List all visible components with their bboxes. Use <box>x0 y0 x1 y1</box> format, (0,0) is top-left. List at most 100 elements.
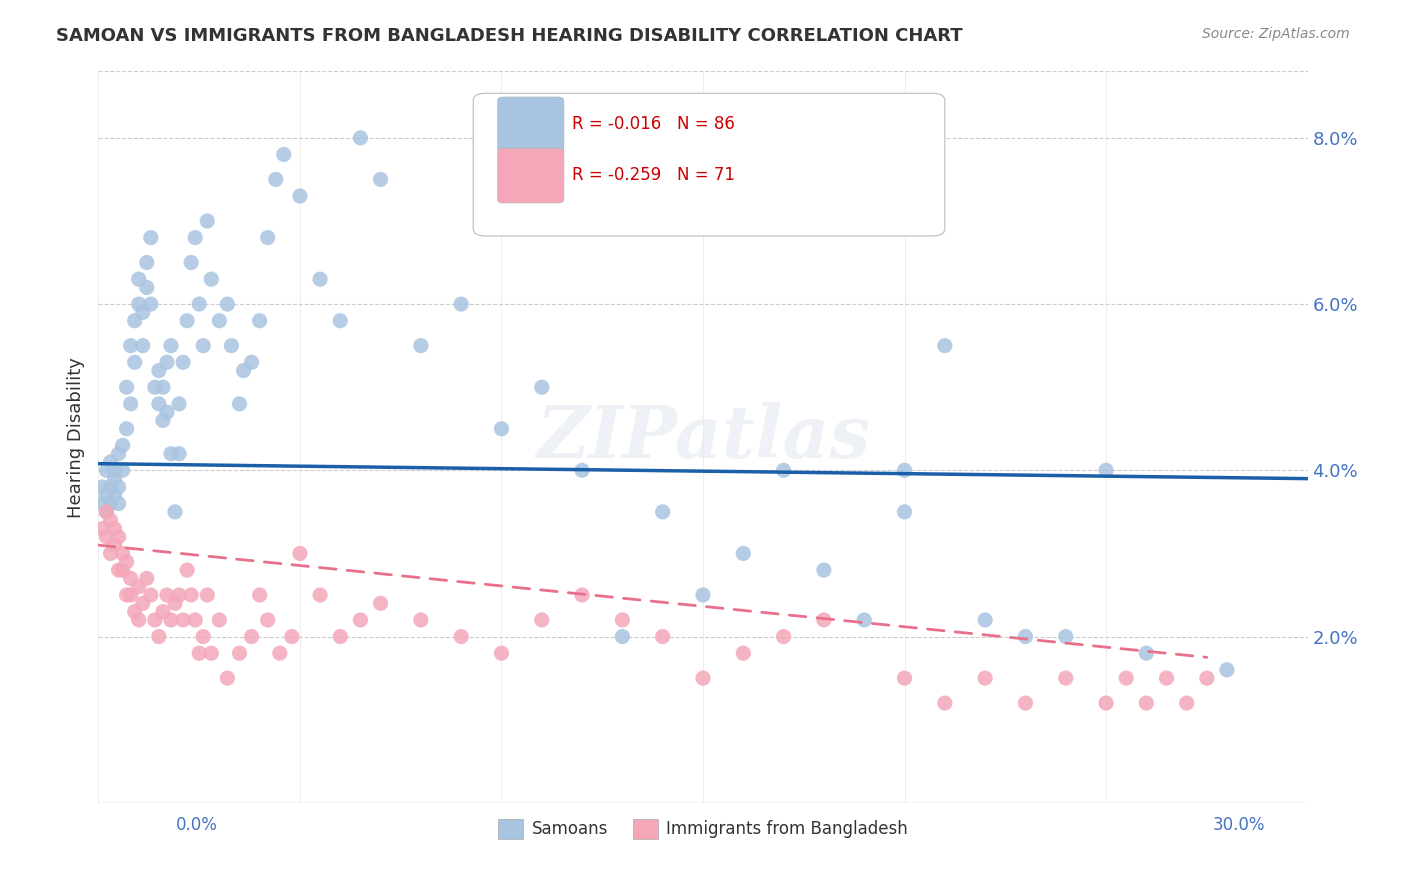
Point <box>349 131 371 145</box>
Point <box>111 546 134 560</box>
Point <box>249 314 271 328</box>
Point <box>1156 671 1178 685</box>
Point <box>193 338 215 352</box>
Point <box>273 147 295 161</box>
Point <box>1135 696 1157 710</box>
Point <box>115 588 138 602</box>
Point <box>128 272 150 286</box>
Point <box>370 172 392 186</box>
Point <box>240 630 263 644</box>
Point <box>264 172 287 186</box>
Point <box>103 488 125 502</box>
Point <box>934 696 956 710</box>
Point <box>184 230 207 244</box>
Point <box>228 646 250 660</box>
Point <box>193 630 215 644</box>
Point <box>974 613 997 627</box>
Point <box>370 596 392 610</box>
FancyBboxPatch shape <box>498 148 564 203</box>
Point <box>450 630 472 644</box>
Point <box>772 630 794 644</box>
Point <box>934 338 956 352</box>
Point <box>188 646 211 660</box>
Point <box>288 189 311 203</box>
Point <box>156 405 179 419</box>
Point <box>91 497 114 511</box>
Point <box>409 613 432 627</box>
Point <box>200 646 222 660</box>
Point <box>893 671 915 685</box>
Point <box>100 513 122 527</box>
Y-axis label: Hearing Disability: Hearing Disability <box>66 357 84 517</box>
Point <box>103 472 125 486</box>
Point <box>111 438 134 452</box>
Point <box>128 613 150 627</box>
Text: 30.0%: 30.0% <box>1213 816 1265 834</box>
Point <box>120 588 142 602</box>
Point <box>132 305 155 319</box>
Point <box>107 480 129 494</box>
Point <box>96 505 118 519</box>
Point <box>530 380 553 394</box>
Point <box>184 613 207 627</box>
Point <box>195 588 218 602</box>
Point <box>167 447 190 461</box>
Point <box>111 563 134 577</box>
Point <box>813 613 835 627</box>
Point <box>120 397 142 411</box>
Point <box>152 413 174 427</box>
Point <box>228 397 250 411</box>
Point <box>450 297 472 311</box>
Point <box>249 588 271 602</box>
Point <box>96 505 118 519</box>
Point <box>128 297 150 311</box>
Point <box>139 588 162 602</box>
Point <box>103 538 125 552</box>
Point <box>281 630 304 644</box>
Point <box>96 488 118 502</box>
Point <box>176 314 198 328</box>
Point <box>135 571 157 585</box>
Point <box>893 463 915 477</box>
Point <box>156 355 179 369</box>
Point <box>491 646 513 660</box>
Point <box>349 613 371 627</box>
Point <box>160 447 183 461</box>
Point <box>256 230 278 244</box>
Point <box>1115 671 1137 685</box>
Point <box>180 588 202 602</box>
Point <box>124 355 146 369</box>
Point <box>651 505 673 519</box>
Point <box>124 605 146 619</box>
Point <box>195 214 218 228</box>
Point <box>100 455 122 469</box>
Point <box>96 463 118 477</box>
Point <box>96 530 118 544</box>
Point <box>139 230 162 244</box>
Point <box>135 280 157 294</box>
Point <box>152 605 174 619</box>
Point <box>124 314 146 328</box>
Point <box>221 338 243 352</box>
Point <box>772 463 794 477</box>
Point <box>163 505 186 519</box>
Point <box>813 563 835 577</box>
Point <box>107 563 129 577</box>
Point <box>107 530 129 544</box>
Point <box>132 596 155 610</box>
Point <box>172 613 194 627</box>
Point <box>163 596 186 610</box>
Point <box>1135 646 1157 660</box>
Point <box>1175 696 1198 710</box>
FancyBboxPatch shape <box>474 94 945 236</box>
Point <box>530 613 553 627</box>
Point <box>692 671 714 685</box>
Point <box>733 546 755 560</box>
Point <box>329 630 352 644</box>
Point <box>208 314 231 328</box>
Point <box>571 463 593 477</box>
Text: 0.0%: 0.0% <box>176 816 218 834</box>
Point <box>103 521 125 535</box>
Point <box>167 588 190 602</box>
Point <box>188 297 211 311</box>
